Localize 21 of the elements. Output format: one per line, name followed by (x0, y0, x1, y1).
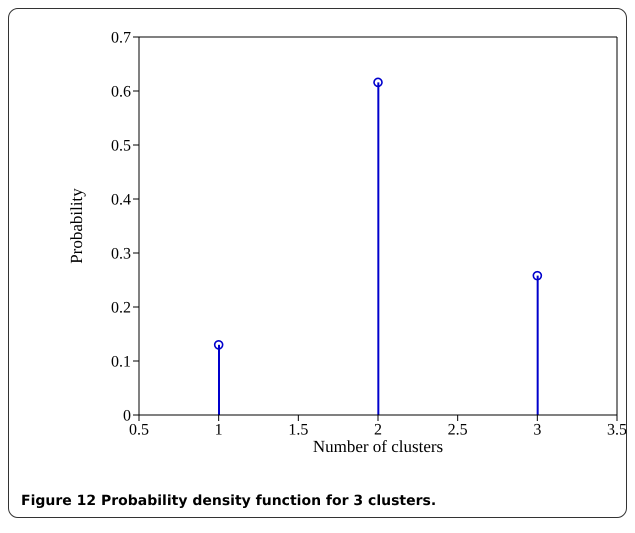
y-tick-label: 0 (123, 408, 131, 425)
y-tick-label: 0.7 (111, 30, 131, 47)
y-axis-title: Probability (67, 188, 86, 264)
y-tick-label: 0.6 (111, 84, 131, 101)
x-tick-label: 2 (374, 421, 382, 438)
x-axis-title: Number of clusters (312, 437, 444, 456)
x-tick-label: 3.5 (607, 421, 627, 438)
y-tick-label: 0.4 (111, 192, 131, 209)
x-tick-label: 3 (533, 421, 542, 438)
point (532, 270, 542, 280)
x-tick-label: 0.5 (129, 421, 149, 438)
point (373, 78, 383, 88)
point (214, 340, 224, 350)
caption: Figure 12 Probability density function for 3 clusters. (21, 493, 436, 509)
y-tick-label: 0.5 (111, 138, 131, 155)
x-tick-label: 1.5 (288, 421, 308, 438)
y-tick-label: 0.2 (111, 300, 131, 317)
x-tick-label: 2.5 (448, 421, 468, 438)
x-tick-label: 1 (214, 421, 223, 438)
y-tick-label: 0.3 (111, 246, 131, 263)
y-tick-label: 0.1 (111, 354, 131, 371)
